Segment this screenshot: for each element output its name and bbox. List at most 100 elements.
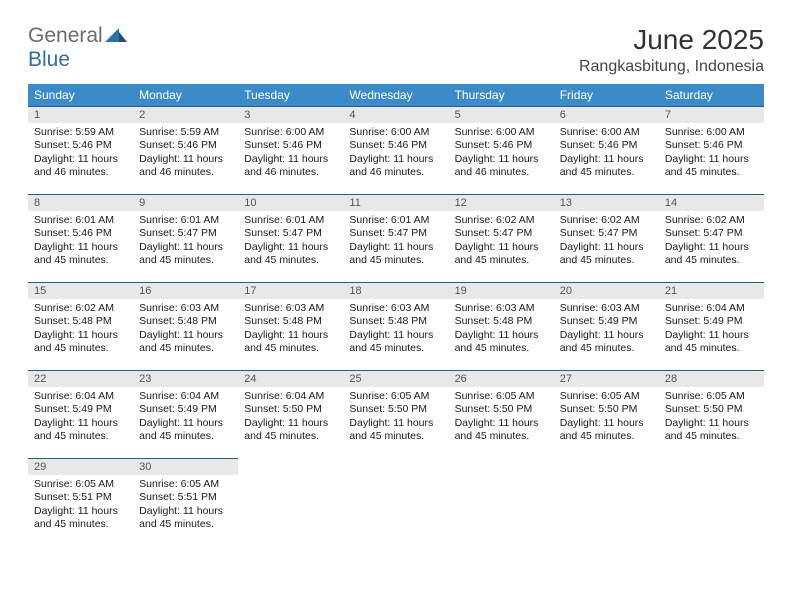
weekday-header: Saturday	[659, 84, 764, 106]
day-details: Sunrise: 6:00 AMSunset: 5:46 PMDaylight:…	[554, 123, 659, 184]
daylight-line: Daylight: 11 hours and 45 minutes.	[244, 329, 337, 356]
daylight-line: Daylight: 11 hours and 45 minutes.	[455, 417, 548, 444]
sunrise-line: Sunrise: 6:00 AM	[455, 126, 548, 139]
sunset-line: Sunset: 5:47 PM	[244, 227, 337, 240]
sunset-line: Sunset: 5:49 PM	[665, 315, 758, 328]
calendar-header: Sunday Monday Tuesday Wednesday Thursday…	[28, 84, 764, 106]
day-number: 1	[28, 106, 133, 123]
calendar-day-cell: 21Sunrise: 6:04 AMSunset: 5:49 PMDayligh…	[659, 282, 764, 370]
sunset-line: Sunset: 5:48 PM	[455, 315, 548, 328]
sunrise-line: Sunrise: 6:03 AM	[560, 302, 653, 315]
day-number: 2	[133, 106, 238, 123]
sunset-line: Sunset: 5:49 PM	[139, 403, 232, 416]
brand-logo: General Blue	[28, 24, 128, 72]
sunset-line: Sunset: 5:49 PM	[560, 315, 653, 328]
sunrise-line: Sunrise: 6:05 AM	[139, 478, 232, 491]
calendar-week-row: 22Sunrise: 6:04 AMSunset: 5:49 PMDayligh…	[28, 370, 764, 458]
sunset-line: Sunset: 5:46 PM	[455, 139, 548, 152]
daylight-line: Daylight: 11 hours and 45 minutes.	[665, 241, 758, 268]
sunset-line: Sunset: 5:50 PM	[560, 403, 653, 416]
sunset-line: Sunset: 5:46 PM	[665, 139, 758, 152]
day-number: 15	[28, 282, 133, 299]
calendar-day-cell: 24Sunrise: 6:04 AMSunset: 5:50 PMDayligh…	[238, 370, 343, 458]
day-number: 5	[449, 106, 554, 123]
calendar-day-cell	[343, 458, 448, 546]
calendar-week-row: 1Sunrise: 5:59 AMSunset: 5:46 PMDaylight…	[28, 106, 764, 194]
day-number: 25	[343, 370, 448, 387]
calendar-day-cell: 6Sunrise: 6:00 AMSunset: 5:46 PMDaylight…	[554, 106, 659, 194]
day-number: 4	[343, 106, 448, 123]
day-details: Sunrise: 6:02 AMSunset: 5:47 PMDaylight:…	[659, 211, 764, 272]
weekday-header: Tuesday	[238, 84, 343, 106]
sunrise-line: Sunrise: 6:02 AM	[455, 214, 548, 227]
day-number: 29	[28, 458, 133, 475]
day-details: Sunrise: 6:03 AMSunset: 5:48 PMDaylight:…	[238, 299, 343, 360]
sunrise-line: Sunrise: 6:00 AM	[244, 126, 337, 139]
sunrise-line: Sunrise: 6:05 AM	[665, 390, 758, 403]
sunset-line: Sunset: 5:50 PM	[665, 403, 758, 416]
calendar-day-cell: 8Sunrise: 6:01 AMSunset: 5:46 PMDaylight…	[28, 194, 133, 282]
day-details: Sunrise: 6:04 AMSunset: 5:49 PMDaylight:…	[659, 299, 764, 360]
daylight-line: Daylight: 11 hours and 45 minutes.	[34, 329, 127, 356]
sunrise-line: Sunrise: 6:03 AM	[349, 302, 442, 315]
sunset-line: Sunset: 5:46 PM	[349, 139, 442, 152]
sunrise-line: Sunrise: 6:05 AM	[455, 390, 548, 403]
location-label: Rangkasbitung, Indonesia	[579, 58, 764, 76]
sunset-line: Sunset: 5:50 PM	[244, 403, 337, 416]
sunset-line: Sunset: 5:46 PM	[139, 139, 232, 152]
calendar-day-cell: 18Sunrise: 6:03 AMSunset: 5:48 PMDayligh…	[343, 282, 448, 370]
sunrise-line: Sunrise: 6:01 AM	[139, 214, 232, 227]
day-details: Sunrise: 6:01 AMSunset: 5:46 PMDaylight:…	[28, 211, 133, 272]
sunrise-line: Sunrise: 6:02 AM	[665, 214, 758, 227]
calendar-day-cell: 9Sunrise: 6:01 AMSunset: 5:47 PMDaylight…	[133, 194, 238, 282]
calendar-day-cell	[554, 458, 659, 546]
sunset-line: Sunset: 5:50 PM	[455, 403, 548, 416]
sunset-line: Sunset: 5:51 PM	[34, 491, 127, 504]
brand-word-1: General	[28, 24, 103, 47]
calendar-table: Sunday Monday Tuesday Wednesday Thursday…	[28, 84, 764, 546]
day-number: 23	[133, 370, 238, 387]
day-details: Sunrise: 6:03 AMSunset: 5:48 PMDaylight:…	[343, 299, 448, 360]
weekday-header: Friday	[554, 84, 659, 106]
daylight-line: Daylight: 11 hours and 45 minutes.	[244, 241, 337, 268]
sunset-line: Sunset: 5:50 PM	[349, 403, 442, 416]
day-number: 30	[133, 458, 238, 475]
day-details: Sunrise: 6:02 AMSunset: 5:47 PMDaylight:…	[554, 211, 659, 272]
daylight-line: Daylight: 11 hours and 45 minutes.	[34, 505, 127, 532]
sunset-line: Sunset: 5:51 PM	[139, 491, 232, 504]
day-number: 20	[554, 282, 659, 299]
calendar-day-cell: 14Sunrise: 6:02 AMSunset: 5:47 PMDayligh…	[659, 194, 764, 282]
calendar-day-cell: 26Sunrise: 6:05 AMSunset: 5:50 PMDayligh…	[449, 370, 554, 458]
daylight-line: Daylight: 11 hours and 45 minutes.	[455, 329, 548, 356]
daylight-line: Daylight: 11 hours and 45 minutes.	[560, 241, 653, 268]
day-number: 11	[343, 194, 448, 211]
sunrise-line: Sunrise: 6:01 AM	[349, 214, 442, 227]
day-number: 7	[659, 106, 764, 123]
calendar-body: 1Sunrise: 5:59 AMSunset: 5:46 PMDaylight…	[28, 106, 764, 546]
page-title: June 2025	[579, 24, 764, 56]
calendar-day-cell	[238, 458, 343, 546]
daylight-line: Daylight: 11 hours and 46 minutes.	[34, 153, 127, 180]
daylight-line: Daylight: 11 hours and 45 minutes.	[34, 241, 127, 268]
day-details: Sunrise: 6:04 AMSunset: 5:49 PMDaylight:…	[133, 387, 238, 448]
day-details: Sunrise: 6:03 AMSunset: 5:48 PMDaylight:…	[449, 299, 554, 360]
brand-text: General Blue	[28, 24, 128, 72]
brand-word-2: Blue	[28, 48, 70, 71]
calendar-day-cell: 15Sunrise: 6:02 AMSunset: 5:48 PMDayligh…	[28, 282, 133, 370]
day-details: Sunrise: 6:00 AMSunset: 5:46 PMDaylight:…	[659, 123, 764, 184]
day-number: 19	[449, 282, 554, 299]
calendar-day-cell: 2Sunrise: 5:59 AMSunset: 5:46 PMDaylight…	[133, 106, 238, 194]
daylight-line: Daylight: 11 hours and 45 minutes.	[665, 329, 758, 356]
day-details: Sunrise: 6:05 AMSunset: 5:50 PMDaylight:…	[554, 387, 659, 448]
day-details: Sunrise: 6:00 AMSunset: 5:46 PMDaylight:…	[449, 123, 554, 184]
sunset-line: Sunset: 5:48 PM	[34, 315, 127, 328]
day-details: Sunrise: 6:02 AMSunset: 5:47 PMDaylight:…	[449, 211, 554, 272]
calendar-week-row: 15Sunrise: 6:02 AMSunset: 5:48 PMDayligh…	[28, 282, 764, 370]
day-number: 17	[238, 282, 343, 299]
sunrise-line: Sunrise: 6:00 AM	[665, 126, 758, 139]
calendar-day-cell	[659, 458, 764, 546]
calendar-day-cell: 10Sunrise: 6:01 AMSunset: 5:47 PMDayligh…	[238, 194, 343, 282]
sunrise-line: Sunrise: 6:00 AM	[349, 126, 442, 139]
day-details: Sunrise: 6:00 AMSunset: 5:46 PMDaylight:…	[238, 123, 343, 184]
sunrise-line: Sunrise: 6:04 AM	[244, 390, 337, 403]
